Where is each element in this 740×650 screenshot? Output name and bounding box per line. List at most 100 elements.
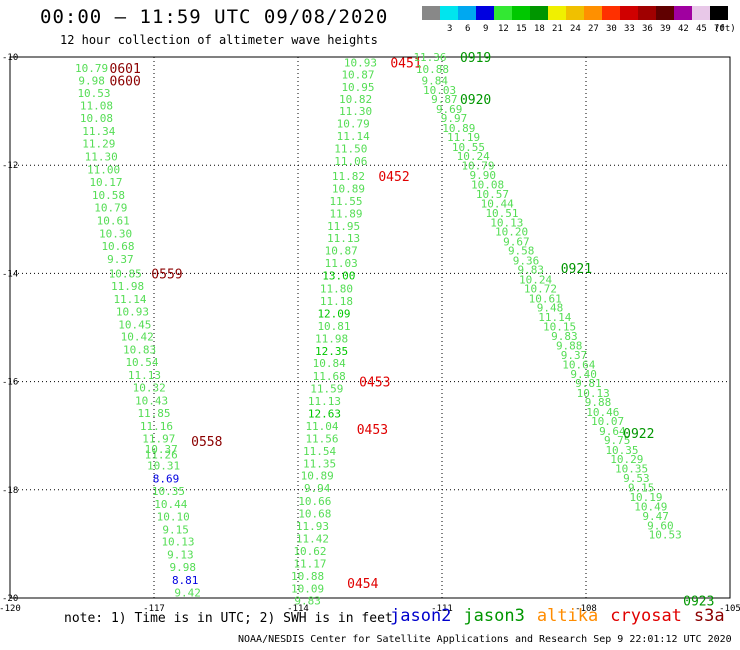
wave-height-label: 11.29 — [82, 138, 115, 151]
chart-title: 00:00 – 11:59 UTC 09/08/2020 — [40, 6, 389, 28]
wave-height-label: 11.14 — [113, 293, 146, 306]
satellite-legend: jason2 jason3 altika cryosat s3a — [390, 606, 737, 626]
wave-height-label: 11.68 — [313, 370, 346, 383]
wave-height-label: 11.56 — [305, 432, 338, 445]
color-scale-tick: 70 — [714, 24, 725, 34]
wave-height-label: 10.79 — [75, 62, 108, 75]
wave-height-label: 11.82 — [332, 170, 365, 183]
wave-height-label: 10.31 — [147, 459, 180, 472]
wave-height-label: 11.85 — [137, 407, 170, 420]
color-swatch — [422, 6, 440, 20]
wave-height-label: 10.68 — [101, 240, 134, 253]
wave-height-label: 10.49 — [634, 501, 667, 514]
wave-height-label: 11.30 — [339, 105, 372, 118]
x-tick-label: -114 — [287, 604, 309, 614]
wave-height-label: 10.89 — [442, 122, 475, 135]
color-scale-tick: 6 — [465, 24, 471, 34]
footer-credit: NOAA/NESDIS Center for Satellite Applica… — [238, 634, 732, 645]
wave-height-label: 10.64 — [562, 358, 595, 371]
wave-height-label: 10.43 — [135, 395, 168, 408]
wave-height-label: 11.14 — [538, 311, 571, 324]
wave-height-label: 9.90 — [470, 169, 497, 182]
wave-height-label: 9.36 — [513, 254, 540, 267]
wave-height-label: 11.50 — [334, 142, 367, 155]
wave-height-label: 9.58 — [508, 245, 535, 258]
wave-height-label: 10.66 — [298, 495, 331, 508]
wave-height-label: 9.87 — [431, 93, 458, 106]
color-swatch — [512, 6, 530, 20]
wave-height-label: 10.95 — [341, 81, 374, 94]
satellite-legend-jason2: jason2 — [390, 606, 452, 626]
wave-height-label: 12.09 — [317, 307, 350, 320]
color-scale-tick: 45 — [696, 24, 707, 34]
wave-height-label: 10.35 — [615, 463, 648, 476]
color-swatch — [548, 6, 566, 20]
wave-height-label: 9.75 — [604, 434, 631, 447]
wave-height-label: 10.45 — [118, 318, 151, 331]
wave-height-label: 11.17 — [293, 557, 326, 570]
wave-height-label: 9.88 — [585, 396, 612, 409]
color-scale-tick: 9 — [483, 24, 489, 34]
wave-height-label: 10.24 — [519, 273, 552, 286]
satellite-legend-altika: altika — [536, 606, 599, 626]
wave-height-label: 11.13 — [128, 369, 161, 382]
wave-height-label: 11.36 — [413, 51, 446, 64]
wave-height-label: 9.84 — [422, 74, 449, 87]
wave-height-label: 10.93 — [344, 56, 377, 69]
pass-time-label: 0558 — [191, 435, 222, 450]
wave-height-label: 10.32 — [133, 382, 166, 395]
wave-height-label: 10.83 — [123, 344, 156, 357]
color-swatch — [620, 6, 638, 20]
color-swatch — [458, 6, 476, 20]
y-tick-label: -20 — [2, 594, 18, 604]
color-scale-tick: 18 — [534, 24, 545, 34]
satellite-legend-s3a: s3a — [693, 606, 725, 626]
wave-height-label: 13.00 — [322, 270, 355, 283]
wave-height-label: 11.26 — [145, 449, 178, 462]
color-scale-tick: 24 — [570, 24, 581, 34]
color-scale-tick: 15 — [516, 24, 527, 34]
wave-height-label: 10.82 — [339, 93, 372, 106]
wave-height-label: 8.81 — [172, 574, 199, 587]
color-swatch — [656, 6, 674, 20]
wave-height-label: 9.40 — [570, 368, 597, 381]
color-swatch — [494, 6, 512, 20]
wave-height-label: 10.08 — [471, 179, 504, 192]
wave-height-label: 10.13 — [161, 536, 194, 549]
wave-height-label: 11.08 — [80, 100, 113, 113]
wave-height-label: 10.53 — [77, 87, 110, 100]
color-swatch — [692, 6, 710, 20]
wave-height-label: 11.06 — [334, 155, 367, 168]
wave-height-label: 11.93 — [296, 520, 329, 533]
wave-height-label: 10.10 — [157, 510, 190, 523]
wave-height-label: 10.17 — [89, 176, 122, 189]
wave-height-label: 10.88 — [416, 63, 449, 76]
wave-height-label: 11.30 — [85, 151, 118, 164]
color-scale-tick: 36 — [642, 24, 653, 34]
wave-height-label: 10.09 — [291, 582, 324, 595]
color-scale-unit: (ft) — [714, 24, 736, 34]
wave-height-label: 10.87 — [325, 245, 358, 258]
wave-height-label: 9.83 — [518, 264, 545, 277]
color-scale-tick: 30 — [606, 24, 617, 34]
wave-height-label: 10.93 — [116, 305, 149, 318]
y-tick-label: -18 — [2, 486, 18, 496]
wave-height-label: 11.13 — [327, 232, 360, 245]
wave-height-label: 11.42 — [296, 532, 329, 545]
pass-time-label: 0600 — [110, 74, 141, 89]
units-note: note: 1) Time is in UTC; 2) SWH is in fe… — [64, 611, 393, 626]
color-scale-tick: 12 — [498, 24, 509, 34]
pass-time-label: 0601 — [110, 62, 141, 77]
wave-height-label: 9.53 — [623, 472, 650, 485]
wave-height-label: 11.18 — [320, 295, 353, 308]
wave-height-label: 10.24 — [457, 150, 490, 163]
color-swatch — [566, 6, 584, 20]
x-tick-label: -120 — [0, 604, 21, 614]
wave-height-label: 11.19 — [447, 131, 480, 144]
wave-height-label: 9.64 — [599, 425, 626, 438]
wave-height-label: 11.95 — [327, 220, 360, 233]
wave-height-label: 9.88 — [556, 339, 583, 352]
y-tick-label: -16 — [2, 378, 18, 388]
wave-height-label: 12.35 — [315, 345, 348, 358]
color-swatch — [530, 6, 548, 20]
